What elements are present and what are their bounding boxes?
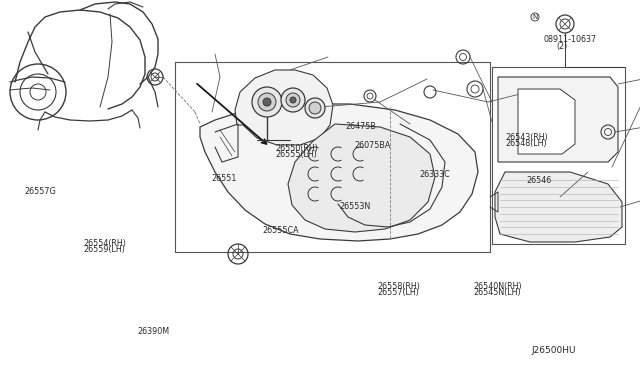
- Text: 26548(LH): 26548(LH): [506, 139, 547, 148]
- Text: 26558(RH): 26558(RH): [378, 282, 420, 291]
- Text: 26551: 26551: [211, 174, 237, 183]
- Text: 26075BA: 26075BA: [354, 141, 390, 150]
- Circle shape: [305, 98, 325, 118]
- Text: 26557G: 26557G: [24, 187, 56, 196]
- Circle shape: [263, 98, 271, 106]
- Polygon shape: [288, 124, 435, 232]
- Text: 26554(RH): 26554(RH): [83, 239, 126, 248]
- Circle shape: [258, 93, 276, 111]
- Text: 26559(LH): 26559(LH): [83, 245, 125, 254]
- Polygon shape: [498, 77, 618, 162]
- Polygon shape: [518, 89, 575, 154]
- Text: N: N: [532, 14, 538, 20]
- Circle shape: [309, 102, 321, 114]
- Text: 26390M: 26390M: [138, 327, 170, 336]
- Text: 26545N(LH): 26545N(LH): [474, 288, 521, 296]
- Text: 26543(RH): 26543(RH): [506, 133, 548, 142]
- Polygon shape: [495, 172, 622, 242]
- Polygon shape: [200, 104, 478, 241]
- Text: 08911-10637: 08911-10637: [544, 35, 597, 44]
- Text: 26475B: 26475B: [346, 122, 376, 131]
- Circle shape: [290, 97, 296, 103]
- Text: 26553N: 26553N: [339, 202, 371, 211]
- Text: J26500HU: J26500HU: [531, 346, 576, 355]
- Circle shape: [281, 88, 305, 112]
- Text: 26557(LH): 26557(LH): [378, 288, 419, 296]
- Polygon shape: [235, 70, 333, 145]
- Text: 26555CA: 26555CA: [262, 226, 299, 235]
- Text: (2): (2): [557, 42, 568, 51]
- Text: 26555(LH): 26555(LH): [275, 150, 317, 159]
- Circle shape: [252, 87, 282, 117]
- Text: 26546: 26546: [527, 176, 552, 185]
- Text: 26333C: 26333C: [419, 170, 450, 179]
- Text: 26540N(RH): 26540N(RH): [474, 282, 522, 291]
- Text: 26550(RH): 26550(RH): [275, 144, 318, 153]
- Circle shape: [286, 93, 300, 107]
